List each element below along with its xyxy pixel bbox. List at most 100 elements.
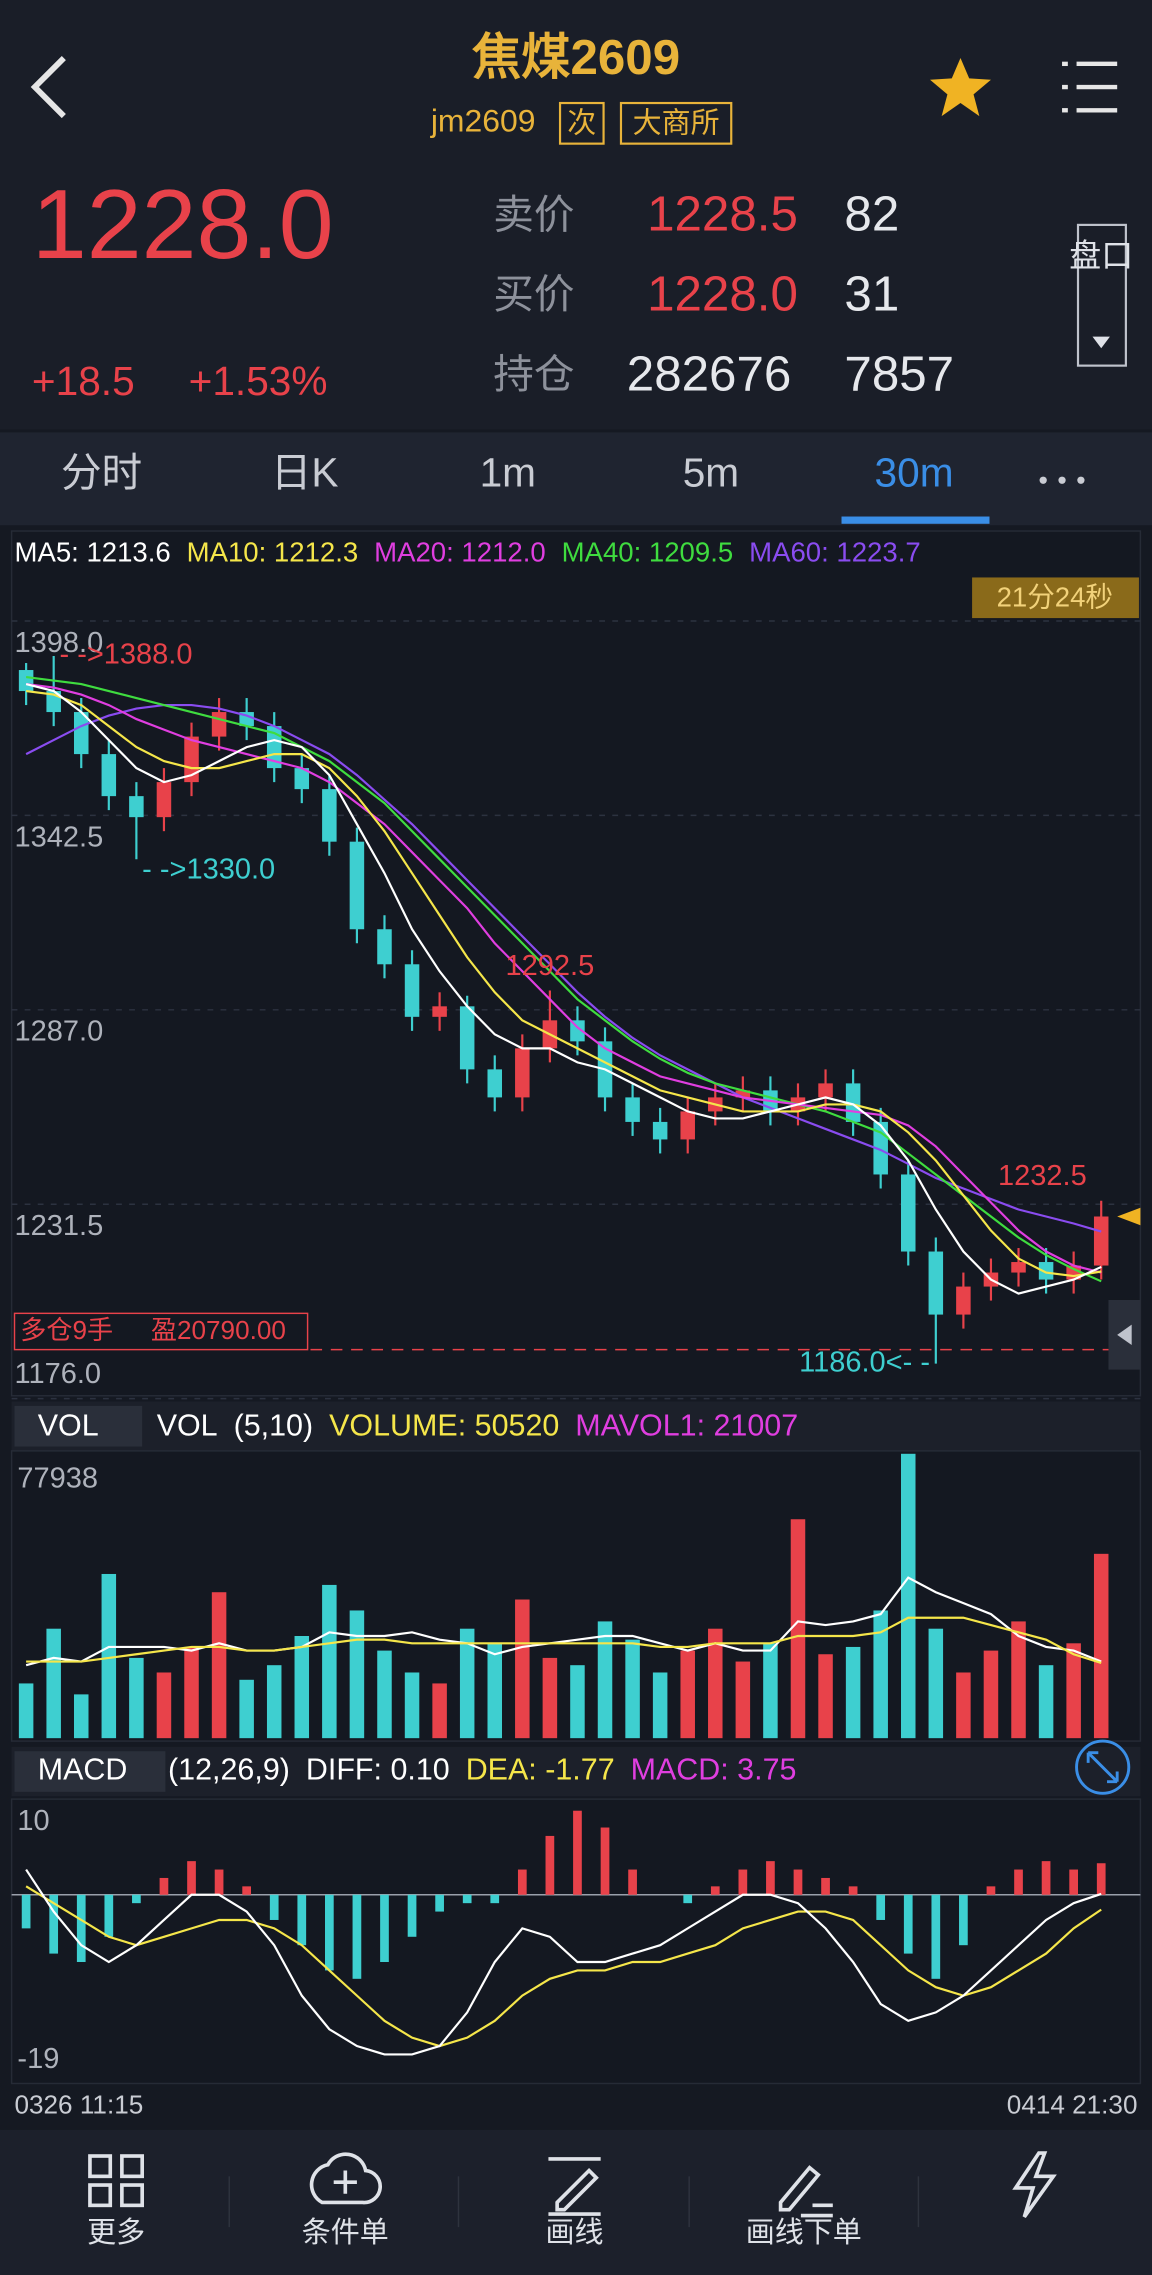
legend-item: DIFF: 0.10 bbox=[306, 1753, 450, 1787]
macd-bar bbox=[187, 1861, 196, 1895]
macd-bar bbox=[352, 1894, 362, 1979]
macd-bar bbox=[600, 1827, 610, 1895]
macd-bar bbox=[214, 1869, 224, 1895]
candle-body bbox=[570, 1020, 585, 1042]
more-tabs[interactable] bbox=[1039, 476, 1085, 484]
candle-body bbox=[515, 1048, 530, 1098]
candle-body bbox=[735, 1090, 751, 1098]
volume-bar bbox=[845, 1646, 861, 1739]
tab[interactable]: 日K bbox=[271, 450, 339, 496]
tab[interactable]: 5m bbox=[683, 450, 739, 496]
position-pnl: 盈20790.00 bbox=[151, 1315, 286, 1345]
last-price-marker bbox=[1117, 1207, 1141, 1226]
tab[interactable]: 30m bbox=[875, 450, 954, 496]
macd-header bbox=[11, 1746, 1141, 1797]
menu-button[interactable] bbox=[1062, 61, 1118, 113]
macd-bar bbox=[104, 1894, 114, 1937]
volume-bar bbox=[542, 1657, 558, 1739]
macd-bar bbox=[407, 1894, 417, 1937]
annotation: - ->1330.0 bbox=[142, 853, 275, 885]
scroll-arrow bbox=[1117, 1324, 1132, 1345]
candle-body bbox=[184, 736, 199, 783]
legend-item: VOL bbox=[38, 1409, 99, 1443]
macd-bar bbox=[821, 1877, 830, 1895]
badge-box bbox=[558, 101, 605, 145]
candle-body bbox=[211, 712, 227, 737]
macd-bar bbox=[959, 1894, 968, 1946]
book-price: 282676 bbox=[627, 346, 792, 401]
book-label: 买价 bbox=[493, 271, 574, 317]
macd-bar bbox=[490, 1894, 500, 1904]
countdown-box bbox=[972, 577, 1139, 619]
expand-button[interactable] bbox=[1075, 1739, 1131, 1795]
candle-body bbox=[101, 754, 117, 797]
macd-bar bbox=[876, 1894, 886, 1920]
volume-bar bbox=[349, 1610, 365, 1739]
legend-item: MA60: 1223.7 bbox=[749, 537, 921, 568]
tab-underline bbox=[841, 516, 990, 524]
legend-item: MA10: 1212.3 bbox=[187, 537, 359, 568]
volume-bar bbox=[266, 1665, 282, 1739]
volume-bar bbox=[735, 1661, 751, 1739]
book-qty: 31 bbox=[844, 266, 899, 321]
candle-body bbox=[1038, 1262, 1054, 1280]
volume-bar bbox=[818, 1654, 833, 1739]
side-button-label: 盘口 bbox=[1069, 238, 1133, 274]
macd-bar bbox=[380, 1894, 389, 1963]
position-box bbox=[13, 1312, 309, 1351]
volume-bar bbox=[708, 1628, 723, 1739]
book-qty: 7857 bbox=[844, 346, 954, 401]
title: 焦煤2609 bbox=[472, 30, 680, 85]
candle-body bbox=[156, 782, 172, 818]
tab-bar bbox=[0, 432, 1152, 526]
legend-item: MA5: 1213.6 bbox=[15, 537, 171, 568]
countdown: 21分24秒 bbox=[997, 582, 1113, 613]
nav-label[interactable]: 条件单 bbox=[302, 2216, 389, 2249]
volume-bar bbox=[239, 1679, 254, 1739]
volume-bar bbox=[597, 1621, 613, 1739]
favorite-star[interactable] bbox=[930, 58, 991, 117]
macd-bar bbox=[76, 1894, 86, 1963]
macd-bar bbox=[903, 1894, 913, 1954]
macd-bar bbox=[49, 1894, 59, 1954]
y-tick-label: 1287.0 bbox=[15, 1016, 104, 1048]
nav-label[interactable]: 画线下单 bbox=[746, 2216, 862, 2249]
volume-bar bbox=[459, 1628, 475, 1739]
volume-bar bbox=[928, 1628, 944, 1739]
book-price: 1228.5 bbox=[647, 187, 798, 242]
volume-bar bbox=[129, 1657, 144, 1739]
book-qty: 82 bbox=[844, 187, 899, 242]
y-tick-label: 1342.5 bbox=[15, 821, 104, 853]
candle-body bbox=[459, 1006, 475, 1070]
legend-item: MA20: 1212.0 bbox=[374, 537, 546, 568]
volume-bar bbox=[487, 1643, 503, 1739]
back-button[interactable] bbox=[30, 55, 66, 119]
nav-label[interactable]: 更多 bbox=[87, 2216, 145, 2249]
candle-body bbox=[900, 1174, 916, 1252]
candle-body bbox=[956, 1286, 971, 1315]
legend-item: MACD bbox=[38, 1753, 128, 1787]
side-button[interactable] bbox=[1076, 223, 1127, 367]
tab[interactable]: 1m bbox=[480, 450, 536, 496]
candle-body bbox=[487, 1069, 503, 1098]
candle-body bbox=[1011, 1262, 1026, 1273]
tab[interactable]: 分时 bbox=[61, 450, 142, 496]
macd-bar bbox=[766, 1861, 775, 1895]
ma-line bbox=[25, 703, 1102, 1233]
volume-bar bbox=[680, 1650, 695, 1739]
dea-line bbox=[25, 1885, 1102, 2048]
ma-line bbox=[25, 675, 1102, 1283]
macd-bar bbox=[269, 1894, 279, 1920]
y-tick-label: 1176.0 bbox=[15, 1358, 102, 1390]
candle-body bbox=[266, 726, 282, 769]
expand-icon bbox=[1086, 1751, 1119, 1784]
book-price: 1228.0 bbox=[647, 266, 798, 321]
volume-bar bbox=[73, 1694, 89, 1739]
nav-label[interactable]: 画线 bbox=[546, 2216, 604, 2249]
volume-bar bbox=[873, 1610, 888, 1739]
diff-line bbox=[25, 1868, 1102, 2056]
legend-item: VOLUME: 50520 bbox=[329, 1409, 559, 1443]
position-label: 多仓9手 bbox=[20, 1315, 113, 1345]
candle-body bbox=[432, 1006, 447, 1017]
volume-bar bbox=[184, 1646, 199, 1739]
